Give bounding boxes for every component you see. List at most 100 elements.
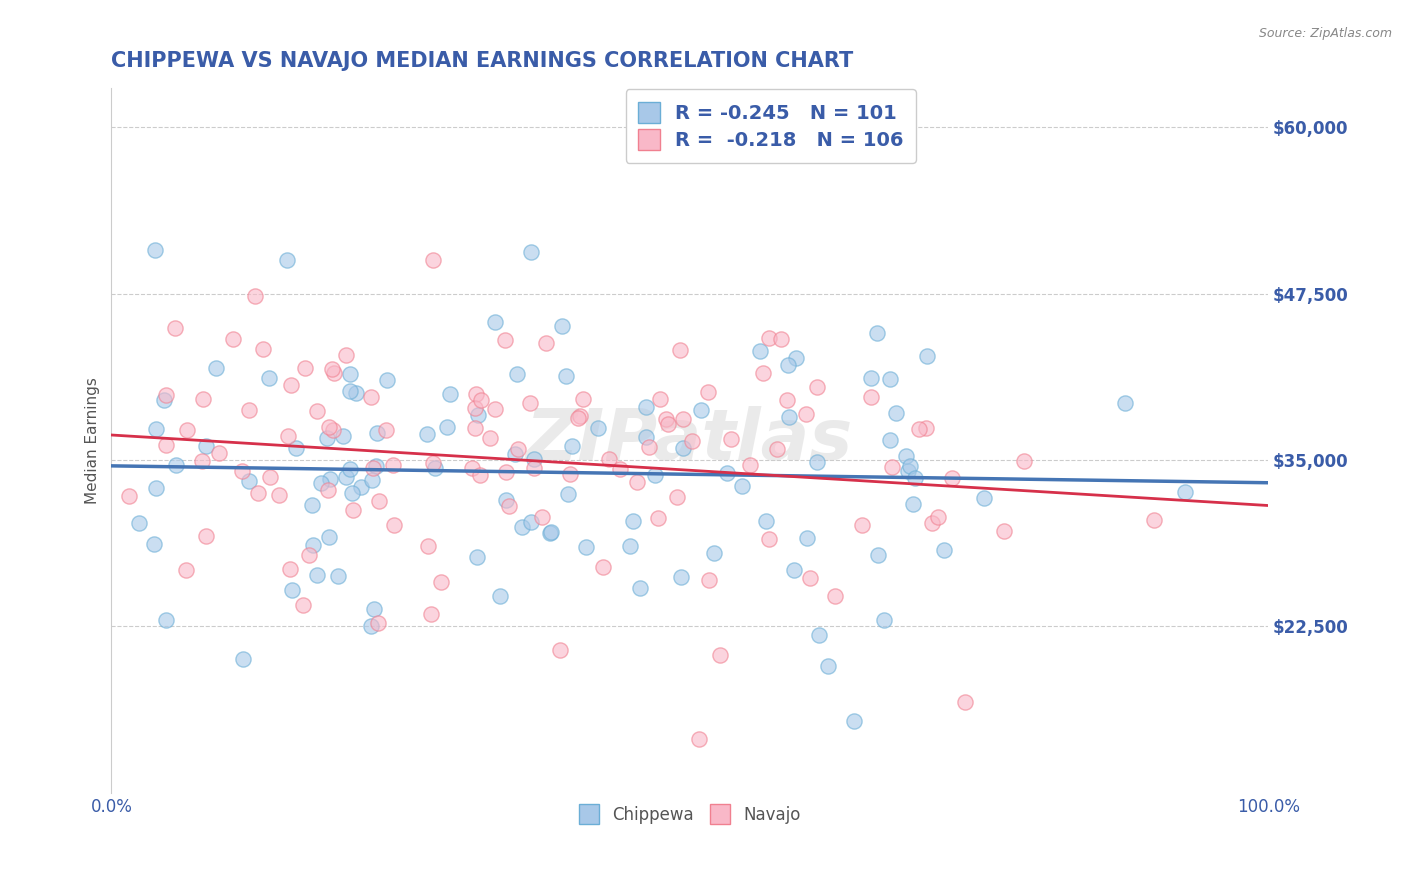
Point — [703, 546, 725, 560]
Point — [915, 421, 938, 435]
Point — [534, 336, 557, 351]
Point — [292, 599, 315, 613]
Point — [690, 402, 713, 417]
Point — [657, 417, 679, 431]
Point — [824, 589, 846, 603]
Point — [153, 392, 176, 407]
Point — [510, 520, 533, 534]
Point — [277, 429, 299, 443]
Point — [315, 431, 337, 445]
Point — [335, 348, 357, 362]
Point — [908, 422, 931, 436]
Point — [360, 390, 382, 404]
Point — [672, 441, 695, 455]
Point — [436, 420, 458, 434]
Point — [495, 493, 517, 508]
Point — [155, 388, 177, 402]
Point — [697, 573, 720, 587]
Point — [439, 387, 461, 401]
Point — [489, 589, 512, 603]
Point — [495, 466, 517, 480]
Point — [558, 467, 581, 481]
Point — [901, 497, 924, 511]
Point — [280, 378, 302, 392]
Point — [993, 524, 1015, 538]
Point — [430, 575, 453, 590]
Point — [806, 380, 828, 394]
Point — [298, 549, 321, 563]
Text: CHIPPEWA VS NAVAJO MEDIAN EARNINGS CORRELATION CHART: CHIPPEWA VS NAVAJO MEDIAN EARNINGS CORRE… — [111, 51, 853, 70]
Point — [339, 384, 361, 398]
Point — [731, 479, 754, 493]
Point — [669, 343, 692, 358]
Point — [145, 422, 167, 436]
Point — [647, 511, 669, 525]
Point — [335, 470, 357, 484]
Point — [636, 400, 658, 414]
Point — [738, 458, 761, 472]
Point — [339, 461, 361, 475]
Point — [770, 332, 793, 346]
Point — [519, 396, 541, 410]
Point — [666, 490, 689, 504]
Point — [465, 386, 488, 401]
Point — [316, 483, 339, 497]
Point — [860, 370, 883, 384]
Point — [191, 454, 214, 468]
Point — [165, 321, 187, 335]
Point — [276, 253, 298, 268]
Point — [681, 434, 703, 448]
Point — [817, 659, 839, 673]
Point — [207, 446, 229, 460]
Point — [259, 469, 281, 483]
Point — [927, 509, 949, 524]
Point — [360, 619, 382, 633]
Point — [1012, 454, 1035, 468]
Point — [384, 517, 406, 532]
Point — [548, 643, 571, 657]
Point — [523, 461, 546, 475]
Point — [191, 392, 214, 406]
Point — [609, 462, 631, 476]
Point — [842, 714, 865, 728]
Point — [808, 628, 831, 642]
Point — [934, 542, 956, 557]
Point — [783, 562, 806, 576]
Point — [672, 412, 695, 426]
Point — [1174, 484, 1197, 499]
Point — [884, 406, 907, 420]
Point — [638, 440, 661, 454]
Point — [897, 464, 920, 478]
Point — [1114, 395, 1136, 409]
Point — [973, 491, 995, 505]
Point — [628, 582, 651, 596]
Legend: Chippewa, Navajo: Chippewa, Navajo — [568, 795, 811, 834]
Point — [350, 479, 373, 493]
Point — [238, 402, 260, 417]
Point — [879, 372, 901, 386]
Point — [340, 485, 363, 500]
Point — [375, 373, 398, 387]
Point — [222, 332, 245, 346]
Point — [697, 385, 720, 400]
Point — [419, 607, 441, 621]
Point — [555, 368, 578, 383]
Point — [318, 420, 340, 434]
Point — [567, 410, 589, 425]
Point — [655, 411, 678, 425]
Point — [716, 466, 738, 480]
Point — [367, 615, 389, 630]
Point — [176, 563, 198, 577]
Point — [374, 423, 396, 437]
Point — [592, 559, 614, 574]
Point — [636, 430, 658, 444]
Point — [866, 326, 889, 340]
Point — [540, 524, 562, 539]
Point — [953, 695, 976, 709]
Point — [709, 648, 731, 662]
Point — [245, 289, 267, 303]
Point — [318, 472, 340, 486]
Point — [467, 408, 489, 422]
Point — [873, 613, 896, 627]
Point — [879, 433, 901, 447]
